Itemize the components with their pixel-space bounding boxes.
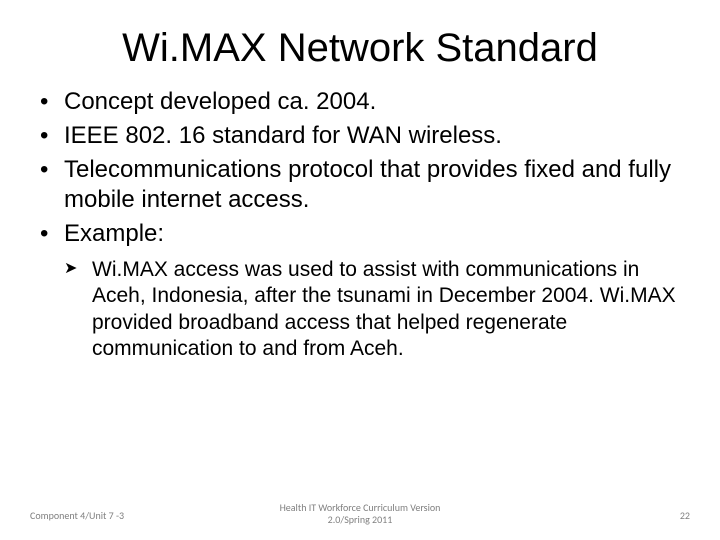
bullet-list: Concept developed ca. 2004. IEEE 802. 16… — [30, 87, 690, 249]
slide-content: Concept developed ca. 2004. IEEE 802. 16… — [0, 81, 720, 362]
slide-number: 22 — [680, 509, 690, 522]
slide-title: Wi.MAX Network Standard — [0, 0, 720, 81]
sub-bullet-list: Wi.MAX access was used to assist with co… — [30, 257, 690, 362]
footer-center-text: Health IT Workforce Curriculum Version 2… — [0, 502, 720, 526]
slide: Wi.MAX Network Standard Concept develope… — [0, 0, 720, 540]
bullet-item: Example: — [30, 219, 690, 249]
footer-center-line2: 2.0/Spring 2011 — [328, 513, 393, 526]
bullet-item: Telecommunications protocol that provide… — [30, 155, 690, 215]
sub-bullet-item: Wi.MAX access was used to assist with co… — [64, 257, 690, 362]
bullet-item: Concept developed ca. 2004. — [30, 87, 690, 117]
bullet-item: IEEE 802. 16 standard for WAN wireless. — [30, 121, 690, 151]
